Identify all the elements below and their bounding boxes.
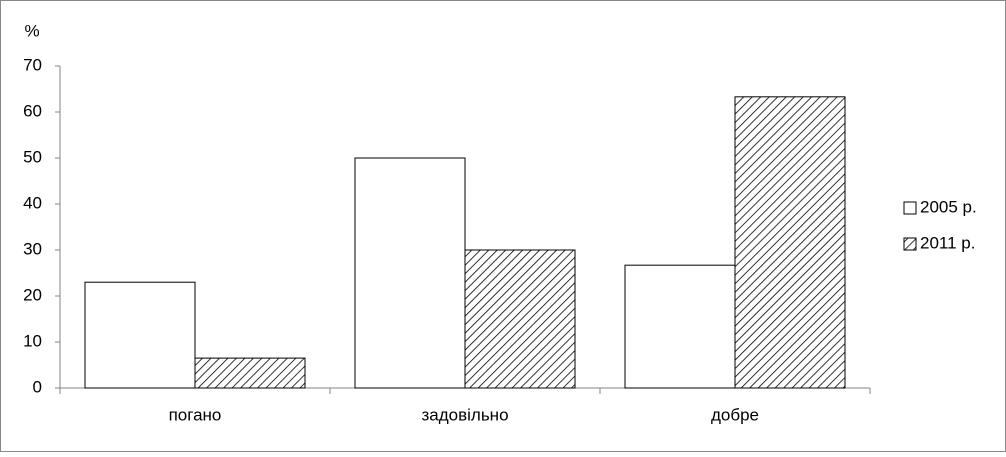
- bar: [464, 249, 576, 389]
- x-tick-label: погано: [169, 405, 222, 424]
- y-tick-label: 40: [23, 193, 42, 212]
- y-tick-label: 20: [23, 285, 42, 304]
- bar: [194, 357, 306, 389]
- legend-label: 2011 р.: [920, 233, 975, 252]
- y-axis-label: %: [24, 21, 39, 40]
- legend-swatch: [903, 237, 917, 251]
- y-tick-label: 50: [23, 147, 42, 166]
- legend-label: 2005 р.: [920, 197, 977, 216]
- y-tick-label: 30: [23, 239, 42, 258]
- y-tick-label: 60: [23, 101, 42, 120]
- bar: [624, 264, 736, 389]
- y-tick-label: 70: [23, 55, 42, 74]
- bar: [734, 96, 846, 389]
- bar: [354, 157, 466, 389]
- bar: [84, 281, 196, 389]
- x-tick-label: задовільно: [421, 405, 508, 424]
- legend-swatch: [903, 201, 917, 215]
- y-tick-label: 10: [23, 331, 42, 350]
- y-tick-label: 0: [33, 377, 42, 396]
- x-tick-label: добре: [711, 405, 759, 424]
